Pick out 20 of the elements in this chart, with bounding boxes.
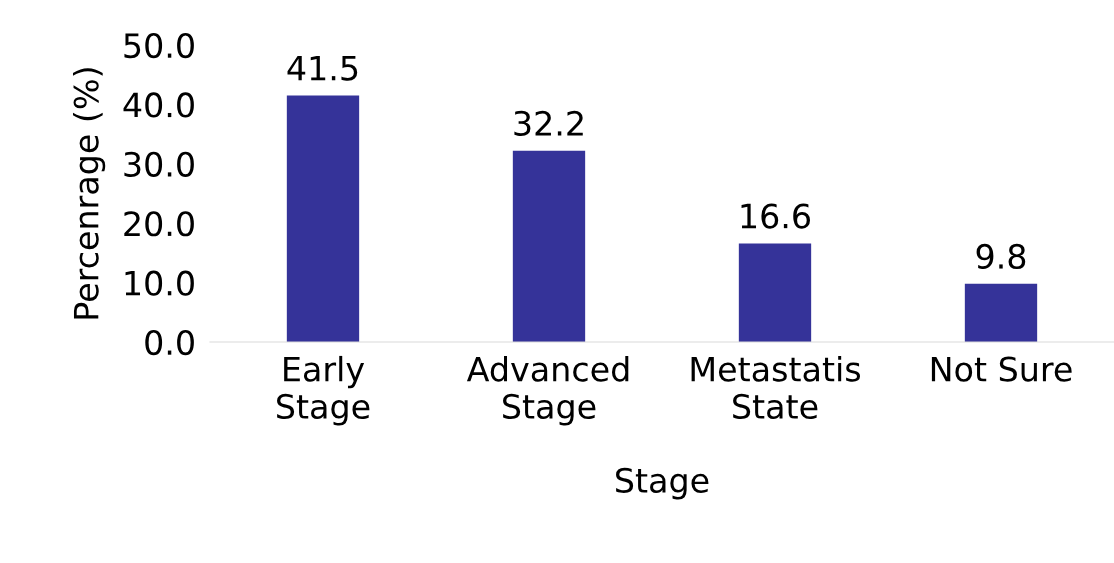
x-tick-label: Early Stage: [277, 355, 370, 426]
bar: [286, 95, 360, 343]
y-axis-title: Percenrage (%): [72, 68, 106, 319]
y-tick-label: 30.0: [124, 151, 194, 177]
data-label: 41.5: [287, 55, 358, 81]
bar: [964, 283, 1038, 343]
bar: [512, 150, 586, 343]
data-label: 9.8: [976, 243, 1026, 270]
bar: [738, 243, 812, 343]
data-label: 32.2: [514, 110, 583, 136]
y-tick-label: 50.0: [124, 32, 194, 59]
y-tick-label: 20.0: [124, 211, 194, 237]
x-tick-label: Advanced Stage: [466, 355, 629, 426]
data-label: 16.6: [741, 203, 811, 229]
x-tick-label: Metastatis State: [691, 355, 861, 420]
y-tick-label: 10.0: [125, 270, 194, 296]
x-tick-label: Not Sure: [931, 356, 1072, 382]
y-tick-label: 0.0: [145, 329, 194, 356]
x-axis-title: Stage: [616, 467, 709, 500]
y-tick-label: 40.0: [123, 92, 194, 118]
